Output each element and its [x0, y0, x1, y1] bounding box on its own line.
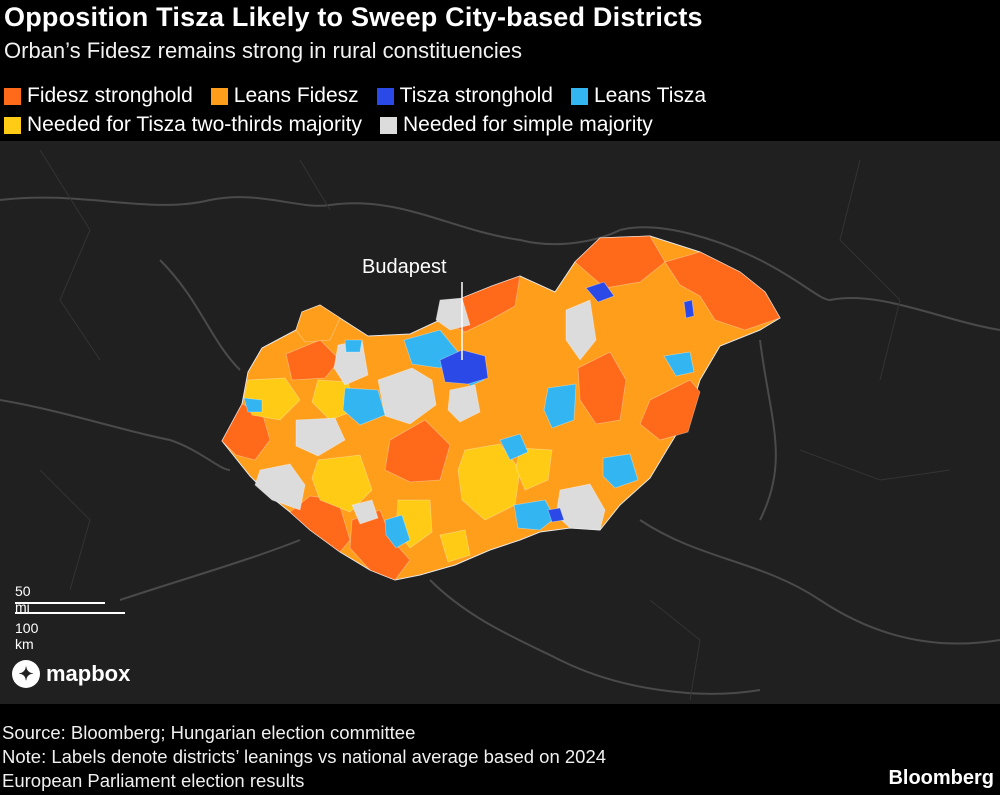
legend-swatch — [379, 116, 397, 134]
scale-line-miles — [15, 602, 105, 604]
country-borders — [0, 196, 1000, 695]
legend-swatch — [570, 87, 588, 105]
footer: Source: Bloomberg; Hungarian election co… — [2, 721, 606, 793]
methodology-note-line-1: Note: Labels denote districts’ leanings … — [2, 746, 607, 767]
legend-item-simple-majority: Needed for simple majority — [379, 113, 653, 137]
mapbox-text: mapbox — [46, 661, 131, 686]
scale-kilometers: 100 km — [15, 620, 39, 652]
mapbox-icon: ✦ — [12, 660, 40, 688]
legend-swatch — [4, 87, 21, 105]
legend-item-two-thirds: Needed for Tisza two-thirds majority — [4, 113, 362, 137]
legend-label: Tisza stronghold — [399, 84, 553, 107]
legend-swatch — [210, 87, 228, 105]
legend-row: Needed for Tisza two-thirds majority Nee… — [4, 113, 653, 137]
legend-item-fidesz-stronghold: Fidesz stronghold — [4, 84, 193, 108]
scale-line-km — [15, 612, 125, 614]
legend-item-tisza-stronghold: Tisza stronghold — [376, 84, 553, 108]
legend-label: Needed for Tisza two-thirds majority — [27, 113, 362, 136]
legend-swatch — [376, 87, 394, 105]
chart-title: Opposition Tisza Likely to Sweep City-ba… — [4, 2, 703, 32]
budapest-label: Budapest — [362, 256, 447, 278]
districts — [221, 235, 781, 581]
legend-label: Leans Fidesz — [233, 84, 359, 107]
scale-miles: 50 mi — [15, 583, 31, 615]
methodology-note-line-2: European Parliament election results — [2, 770, 305, 791]
legend-swatch — [4, 116, 21, 134]
region-borders — [39, 149, 951, 701]
source-note: Source: Bloomberg; Hungarian election co… — [2, 722, 416, 743]
mapbox-logo[interactable]: ✦ mapbox — [12, 660, 130, 688]
legend-item-leans-fidesz: Leans Fidesz — [210, 84, 359, 108]
map-svg — [0, 149, 1000, 701]
legend-label: Fidesz stronghold — [27, 84, 193, 107]
legend-row: Fidesz stronghold Leans Fidesz Tisza str… — [4, 84, 706, 108]
map-canvas[interactable] — [0, 141, 1000, 704]
legend-item-leans-tisza: Leans Tisza — [570, 84, 707, 108]
legend-label: Leans Tisza — [593, 84, 707, 107]
bloomberg-logo: Bloomberg — [888, 767, 994, 789]
chart-subtitle: Orban’s Fidesz remains strong in rural c… — [4, 38, 523, 63]
legend-label: Needed for simple majority — [402, 113, 653, 136]
